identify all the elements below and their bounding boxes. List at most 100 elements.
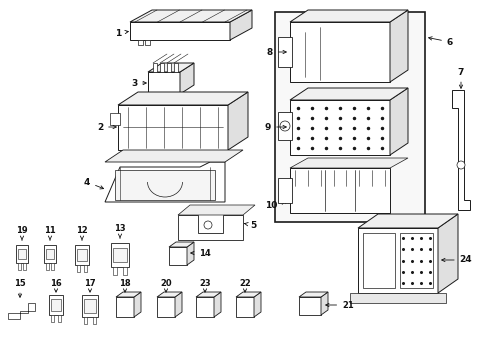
Bar [93, 317, 96, 324]
Polygon shape [116, 292, 141, 297]
Bar [58, 315, 61, 322]
Bar [160, 63, 163, 72]
Text: 19: 19 [16, 225, 28, 240]
Polygon shape [289, 22, 389, 82]
Text: 1: 1 [115, 28, 128, 37]
Polygon shape [157, 297, 175, 317]
Bar [278, 112, 291, 140]
Bar [84, 265, 87, 272]
Bar [16, 245, 28, 263]
Text: 7: 7 [457, 68, 463, 88]
Bar [51, 263, 54, 270]
Polygon shape [130, 22, 229, 40]
Bar [278, 37, 291, 67]
Bar [46, 263, 49, 270]
Bar [51, 315, 54, 322]
Bar [278, 178, 291, 203]
Polygon shape [115, 170, 215, 200]
Polygon shape [298, 292, 327, 297]
Bar [110, 113, 120, 125]
Polygon shape [157, 292, 182, 297]
Polygon shape [116, 297, 134, 317]
Polygon shape [229, 10, 251, 40]
Text: 14: 14 [190, 248, 210, 257]
Polygon shape [180, 63, 194, 94]
Polygon shape [289, 100, 389, 155]
Bar [44, 245, 56, 263]
Bar [174, 63, 178, 72]
Polygon shape [437, 214, 457, 293]
Polygon shape [357, 228, 437, 293]
Polygon shape [236, 292, 261, 297]
Bar [138, 40, 142, 45]
Polygon shape [134, 292, 141, 317]
Text: 18: 18 [119, 279, 131, 292]
Polygon shape [178, 215, 243, 240]
Text: 21: 21 [325, 301, 353, 310]
Text: 5: 5 [244, 220, 256, 230]
Bar [153, 63, 157, 72]
Bar [111, 243, 129, 267]
Polygon shape [148, 72, 180, 94]
Text: 13: 13 [114, 224, 125, 238]
Polygon shape [236, 297, 253, 317]
Polygon shape [389, 88, 407, 155]
Bar [167, 63, 171, 72]
Polygon shape [289, 158, 407, 168]
Bar [75, 245, 89, 265]
Bar [84, 317, 87, 324]
Text: 24: 24 [441, 256, 471, 265]
Polygon shape [169, 242, 194, 247]
Text: 3: 3 [131, 78, 146, 87]
Polygon shape [451, 90, 469, 210]
Text: 4: 4 [83, 177, 103, 189]
Polygon shape [105, 150, 243, 162]
Bar [51, 299, 61, 311]
Bar [362, 233, 394, 288]
Bar [77, 249, 87, 261]
Text: 12: 12 [76, 225, 88, 240]
Polygon shape [118, 92, 247, 105]
Polygon shape [148, 63, 194, 72]
Text: 17: 17 [84, 279, 96, 292]
Polygon shape [178, 205, 254, 215]
Bar [77, 265, 80, 272]
Text: 2: 2 [97, 122, 116, 131]
Polygon shape [196, 297, 214, 317]
Polygon shape [118, 105, 227, 150]
Polygon shape [320, 292, 327, 315]
Polygon shape [196, 292, 221, 297]
Text: 6: 6 [428, 37, 452, 46]
Bar [18, 249, 26, 259]
Polygon shape [289, 88, 407, 100]
Polygon shape [357, 214, 457, 228]
Polygon shape [175, 292, 182, 317]
Bar [289, 168, 389, 213]
Bar [49, 295, 63, 315]
Bar [113, 267, 117, 275]
Text: 23: 23 [199, 279, 210, 292]
Polygon shape [169, 247, 186, 265]
Bar [18, 263, 21, 270]
Bar [46, 249, 54, 259]
Text: 8: 8 [266, 48, 285, 57]
Polygon shape [289, 10, 407, 22]
Circle shape [203, 221, 212, 229]
Polygon shape [214, 292, 221, 317]
Polygon shape [130, 10, 251, 22]
Text: 20: 20 [160, 279, 171, 292]
Bar [82, 295, 98, 317]
Text: 22: 22 [239, 279, 250, 292]
Bar [399, 233, 432, 288]
Text: 11: 11 [44, 225, 56, 240]
Bar [23, 263, 26, 270]
Polygon shape [349, 293, 445, 303]
Text: 16: 16 [50, 279, 62, 292]
Bar [145, 40, 150, 45]
Bar [113, 248, 127, 262]
Text: 9: 9 [264, 122, 285, 131]
Text: 15: 15 [14, 279, 26, 297]
Polygon shape [105, 162, 224, 202]
Text: 10: 10 [264, 201, 277, 210]
Polygon shape [8, 303, 35, 319]
